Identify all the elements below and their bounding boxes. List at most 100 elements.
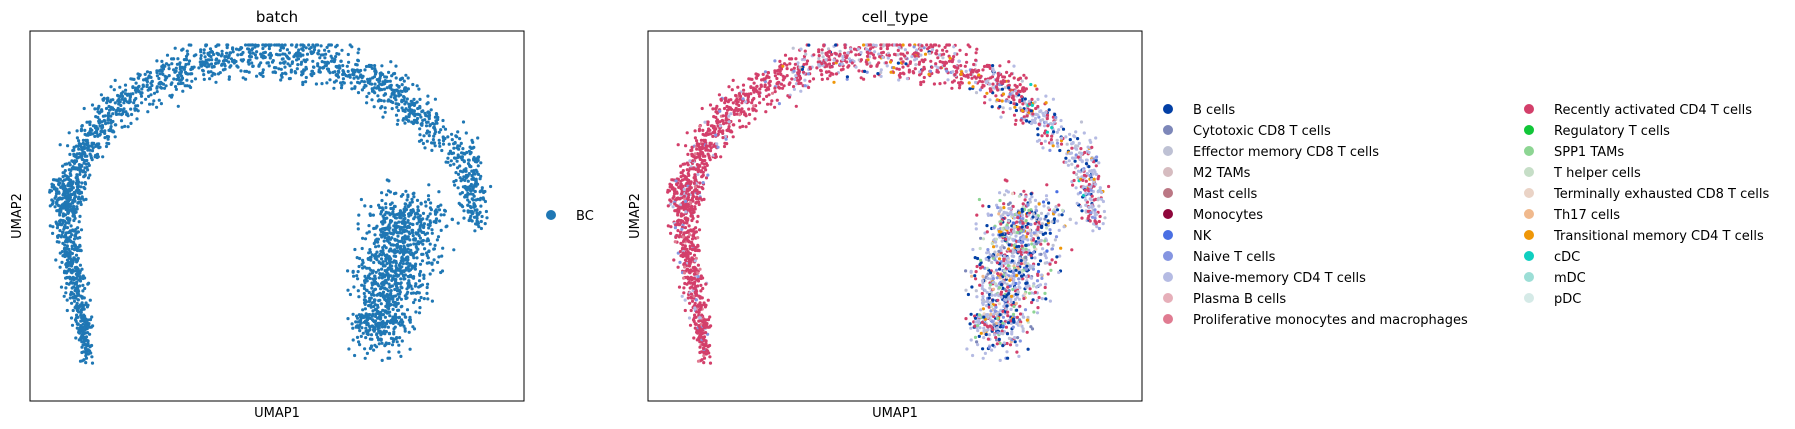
scatter-point — [440, 254, 444, 258]
scatter-point — [63, 235, 67, 239]
scatter-point — [73, 234, 77, 238]
scatter-point — [360, 79, 364, 83]
scatter-point — [749, 85, 753, 89]
scatter-point — [86, 339, 90, 343]
scatter-point — [187, 59, 192, 63]
scatter-point — [901, 60, 905, 64]
scatter-point — [78, 172, 82, 176]
scatter-point — [398, 266, 402, 271]
scatter-point — [1064, 135, 1068, 139]
scatter-point — [373, 64, 377, 68]
scatter-point — [455, 159, 459, 163]
scatter-point — [263, 50, 267, 55]
scatter-point — [88, 298, 92, 302]
scatter-point — [397, 350, 401, 354]
scatter-point — [254, 56, 258, 60]
scatter-point — [327, 69, 331, 73]
scatter-point — [429, 108, 433, 112]
scatter-point — [450, 151, 454, 156]
scatter-point — [426, 256, 430, 260]
scatter-point — [407, 330, 411, 334]
scatter-point — [378, 206, 382, 210]
scatter-point — [1030, 195, 1034, 199]
scatter-point — [138, 73, 142, 77]
scatter-point — [380, 105, 384, 109]
scatter-point — [366, 313, 370, 317]
scatter-point — [397, 245, 401, 249]
scatter-point — [1056, 144, 1060, 148]
scatter-point — [838, 49, 842, 53]
scatter-point — [973, 335, 978, 339]
scatter-point — [158, 72, 162, 76]
scatter-point — [832, 80, 836, 84]
scatter-point — [84, 351, 88, 355]
scatter-point — [409, 208, 413, 213]
scatter-point — [223, 58, 227, 62]
scatter-point — [693, 326, 697, 330]
scatter-point — [778, 86, 782, 90]
scatter-point — [360, 326, 364, 330]
scatter-point — [368, 250, 372, 254]
scatter-point — [89, 127, 93, 131]
scatter-point — [817, 48, 821, 52]
scatter-point — [1039, 238, 1043, 243]
scatter-point — [693, 129, 697, 133]
scatter-point — [374, 270, 378, 274]
scatter-point — [137, 76, 141, 80]
scatter-point — [324, 52, 328, 56]
scatter-point — [454, 178, 458, 183]
scatter-point — [70, 159, 74, 163]
scatter-point — [268, 56, 272, 60]
scatter-point — [722, 106, 727, 111]
scatter-point — [98, 124, 102, 128]
scatter-point — [73, 216, 77, 220]
scatter-point — [897, 78, 901, 82]
scatter-point — [1051, 97, 1055, 101]
scatter-point — [414, 310, 418, 314]
scatter-point — [1050, 258, 1054, 262]
scatter-point — [396, 118, 400, 122]
scatter-point — [859, 76, 863, 80]
scatter-point — [231, 47, 235, 51]
scatter-point — [412, 300, 416, 305]
scatter-point — [396, 268, 400, 272]
scatter-point — [1009, 321, 1013, 325]
scatter-point — [178, 72, 182, 76]
scatter-point — [394, 274, 398, 278]
scatter-point — [79, 202, 83, 207]
scatter-point — [422, 134, 426, 138]
scatter-point — [392, 254, 396, 258]
scatter-point — [370, 271, 375, 275]
scatter-point — [391, 307, 395, 311]
scatter-point — [372, 293, 376, 297]
scatter-point — [708, 355, 712, 359]
scatter-point — [266, 61, 270, 65]
scatter-point — [424, 113, 428, 118]
scatter-point — [279, 46, 283, 50]
scatter-point — [263, 55, 267, 60]
scatter-point — [432, 247, 436, 251]
scatter-point — [741, 83, 746, 87]
scatter-point — [383, 110, 387, 114]
scatter-point — [468, 187, 472, 191]
scatter-point — [1032, 242, 1036, 246]
scatter-point — [910, 55, 914, 59]
scatter-point — [327, 49, 331, 53]
scatter-point — [1005, 70, 1009, 74]
scatter-point — [64, 221, 69, 225]
scatter-point — [65, 174, 69, 178]
scatter-point — [359, 73, 363, 77]
scatter-point — [373, 91, 377, 95]
scatter-point — [417, 298, 421, 303]
scatter-point — [145, 80, 149, 84]
scatter-point — [356, 227, 360, 231]
scatter-point — [356, 270, 360, 274]
scatter-point — [373, 298, 377, 302]
scatter-point — [449, 159, 453, 163]
scatter-point — [217, 59, 221, 63]
scatter-point — [406, 267, 410, 271]
scatter-point — [220, 49, 224, 53]
scatter-point — [60, 260, 64, 264]
scatter-point — [283, 60, 287, 64]
scatter-point — [285, 54, 289, 58]
